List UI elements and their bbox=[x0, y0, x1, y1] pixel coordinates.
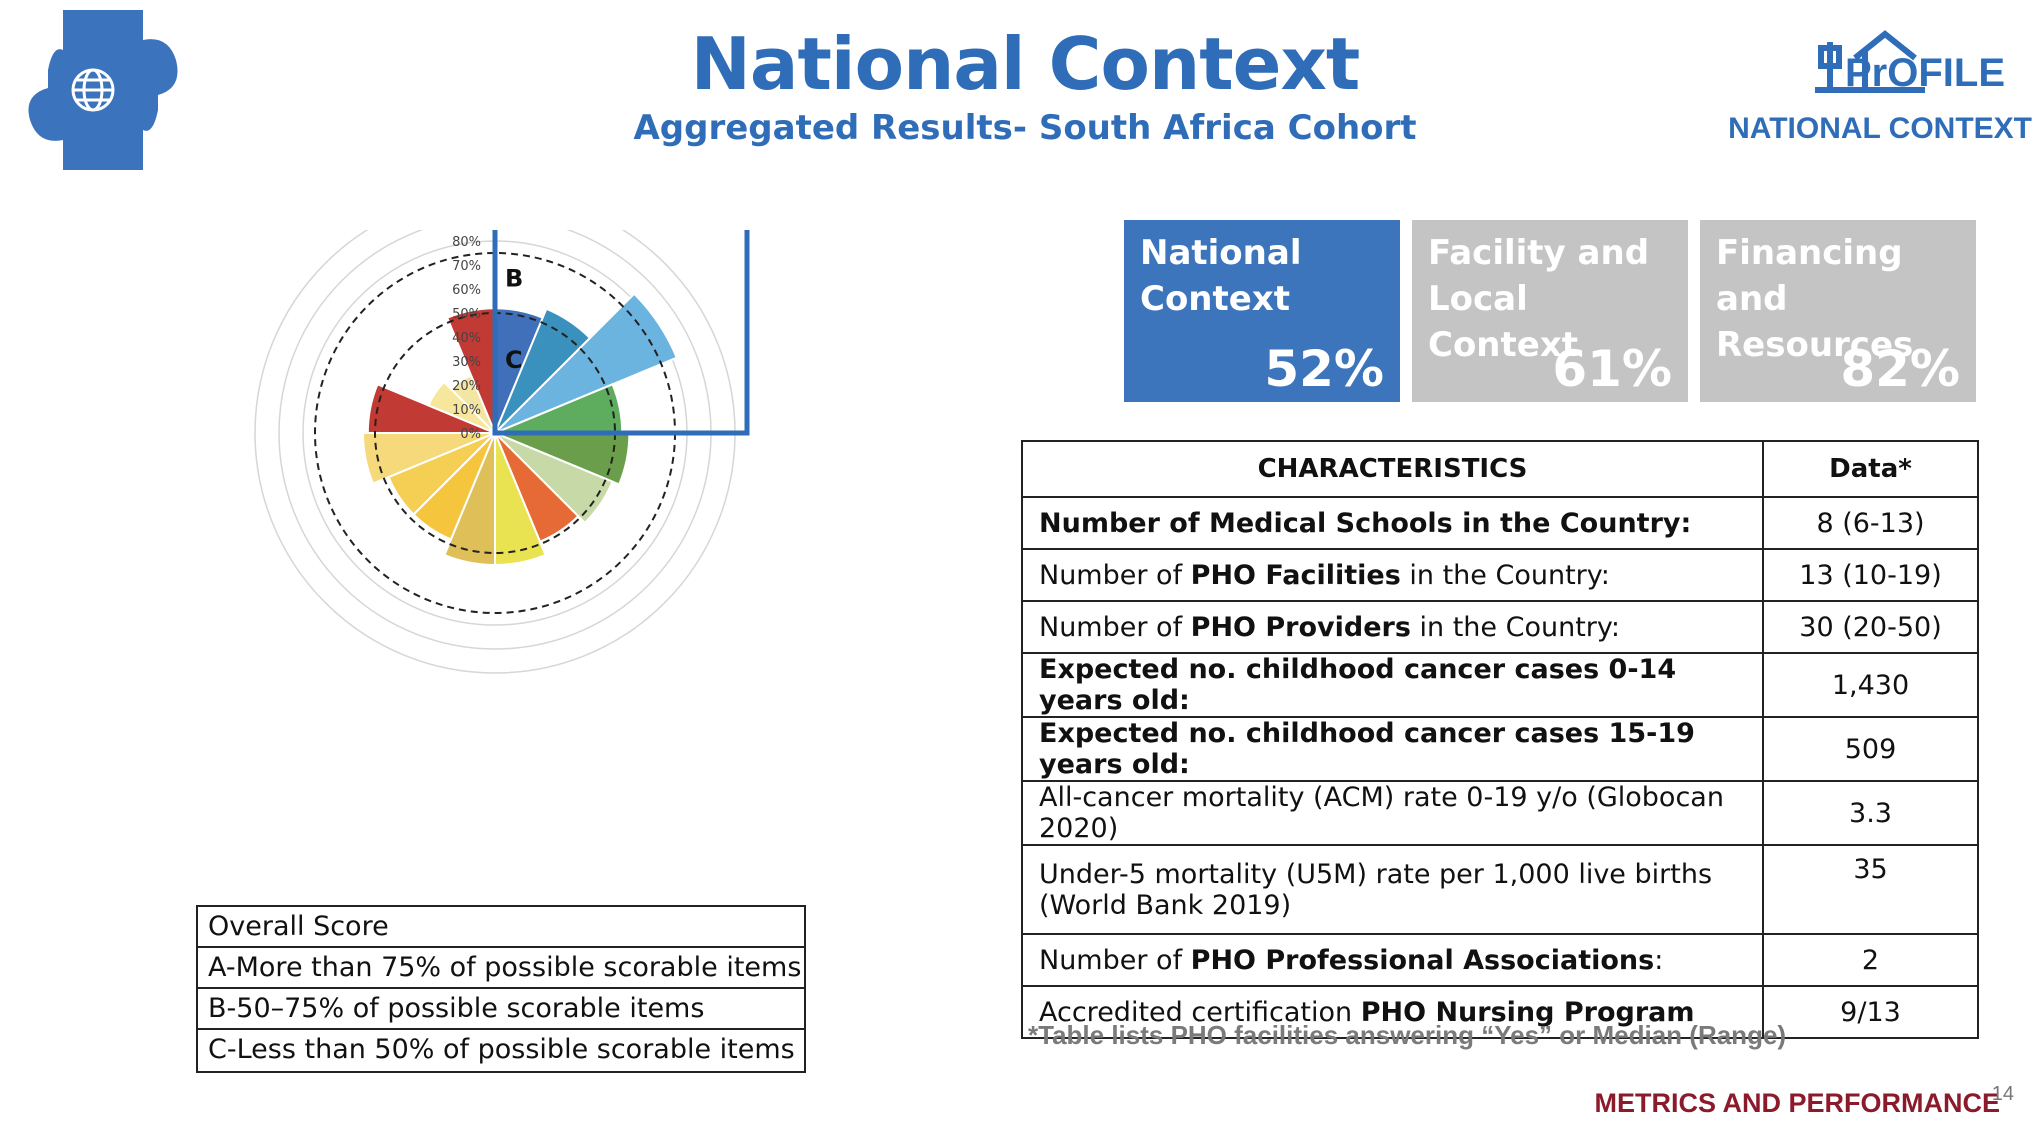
tick-label: 80% bbox=[452, 235, 481, 250]
page-number: 14 bbox=[1991, 1083, 2014, 1105]
footer-section-label: METRICS AND PERFORMANCE bbox=[1594, 1088, 2000, 1118]
characteristic-text: in the Country: bbox=[1452, 507, 1692, 539]
globe-icon bbox=[71, 68, 115, 112]
characteristic-cell: Number of Medical Schools in the Country… bbox=[1021, 496, 1764, 550]
legend-row-c: C-Less than 50% of possible scorable ite… bbox=[208, 1034, 795, 1065]
polar-area-chart: 0%10%20%30%40%50%60%70%80%90%100%ABC bbox=[254, 230, 750, 674]
card-percent: 61% bbox=[1552, 340, 1672, 398]
card-label: Financing and Resources bbox=[1716, 233, 1914, 365]
house-icon bbox=[1815, 30, 1925, 93]
characteristic-text: PHO Professional Associations bbox=[1190, 944, 1655, 976]
legend-row-b: B-50–75% of possible scorable items bbox=[198, 989, 804, 1030]
characteristic-text: : bbox=[1654, 944, 1664, 976]
characteristics-table: CHARACTERISTICS Data* Number of Medical … bbox=[1021, 440, 1979, 1039]
tick-label: 10% bbox=[452, 403, 481, 418]
legend-row-overall: Overall Score bbox=[198, 907, 804, 948]
segment-s14 bbox=[427, 380, 496, 434]
card-national-context[interactable]: National Context 52% bbox=[1124, 220, 1400, 402]
characteristic-text: Expected no. childhood cancer cases 0-14… bbox=[1039, 654, 1677, 716]
data-cell: 8 (6-13) bbox=[1762, 496, 1979, 550]
characteristic-cell: Number of PHO Providers in the Country: bbox=[1021, 600, 1764, 654]
characteristic-cell: Number of PHO Professional Associations: bbox=[1021, 933, 1764, 987]
characteristic-text: Accredited certification bbox=[1039, 996, 1361, 1028]
page-title: National Context bbox=[690, 22, 1361, 106]
score-legend: Overall Score A-More than 75% of possibl… bbox=[196, 905, 806, 1073]
segment-s3 bbox=[494, 292, 679, 434]
segment-s12 bbox=[361, 432, 496, 485]
card-financing-resources[interactable]: Financing and Resources 82% bbox=[1700, 220, 1976, 402]
card-facility-local-context[interactable]: Facility and Local Context 61% bbox=[1412, 220, 1688, 402]
tick-label: 30% bbox=[452, 355, 481, 370]
table-row: Number of PHO Professional Associations:… bbox=[1021, 933, 1979, 987]
characteristic-cell: Accredited certification PHO Nursing Pro… bbox=[1021, 985, 1764, 1039]
card-label: National Context bbox=[1140, 233, 1302, 319]
profile-logo: PrOFILE bbox=[1815, 30, 2005, 95]
table-header-row: CHARACTERISTICS Data* bbox=[1021, 440, 1979, 498]
table-row: All-cancer mortality (ACM) rate 0-19 y/o… bbox=[1021, 780, 1979, 846]
tick-label: 40% bbox=[452, 331, 481, 346]
characteristic-cell: Expected no. childhood cancer cases 0-14… bbox=[1021, 652, 1764, 718]
data-cell: 9/13 bbox=[1762, 985, 1979, 1039]
characteristic-text: Expected no. childhood cancer cases 15-1… bbox=[1039, 718, 1695, 780]
table-row: Number of Medical Schools in the Country… bbox=[1021, 496, 1979, 550]
card-percent: 52% bbox=[1264, 340, 1384, 398]
characteristic-cell: Under-5 mortality (U5M) rate per 1,000 l… bbox=[1021, 844, 1764, 935]
tick-label: 50% bbox=[452, 307, 481, 322]
table-footnote: *Table lists PHO facilities answering “Y… bbox=[1028, 1020, 1787, 1050]
table-row: Accredited certification PHO Nursing Pro… bbox=[1021, 985, 1979, 1039]
highlight-box bbox=[492, 230, 750, 436]
tick-label: 70% bbox=[452, 259, 481, 274]
characteristic-text: Number of bbox=[1039, 611, 1191, 643]
data-cell: 509 bbox=[1762, 716, 1979, 782]
characteristic-cell: Expected no. childhood cancer cases 15-1… bbox=[1021, 716, 1764, 782]
table-row: Expected no. childhood cancer cases 15-1… bbox=[1021, 716, 1979, 782]
characteristic-cell: All-cancer mortality (ACM) rate 0-19 y/o… bbox=[1021, 780, 1764, 846]
legend-row-a: A-More than 75% of possible scorable ite… bbox=[198, 948, 804, 989]
logo-section-label: NATIONAL CONTEXT bbox=[1728, 112, 2032, 145]
characteristic-text: PHO Facilities bbox=[1190, 559, 1401, 591]
characteristic-text: Under-5 mortality (U5M) rate per 1,000 l… bbox=[1039, 858, 1713, 921]
logo-wordmark: PrOFILE bbox=[1845, 51, 2005, 95]
puzzle-badge bbox=[28, 10, 178, 170]
data-cell: 30 (20-50) bbox=[1762, 600, 1979, 654]
zone-label-c: C bbox=[505, 346, 523, 374]
characteristic-text: Number of bbox=[1039, 944, 1191, 976]
card-label: Facility and Local Context bbox=[1428, 233, 1650, 365]
header-data: Data* bbox=[1762, 440, 1979, 498]
data-cell: 2 bbox=[1762, 933, 1979, 987]
characteristic-text: in the Country: bbox=[1410, 611, 1621, 643]
zone-label-b: B bbox=[505, 265, 523, 293]
characteristic-text: PHO Nursing Program bbox=[1360, 996, 1695, 1028]
table-row: Number of PHO Providers in the Country: 3… bbox=[1021, 600, 1979, 654]
data-cell: 13 (10-19) bbox=[1762, 548, 1979, 602]
characteristic-text: Number of Medical Schools bbox=[1039, 507, 1453, 539]
segment-s6 bbox=[494, 432, 614, 525]
characteristic-text: PHO Providers bbox=[1190, 611, 1411, 643]
page-subtitle: Aggregated Results- South Africa Cohort bbox=[633, 108, 1417, 148]
tick-label: 20% bbox=[452, 379, 481, 394]
tick-label: 0% bbox=[460, 427, 481, 442]
characteristic-cell: Number of PHO Facilities in the Country: bbox=[1021, 548, 1764, 602]
table-row: Under-5 mortality (U5M) rate per 1,000 l… bbox=[1021, 844, 1979, 935]
characteristic-text: All-cancer mortality (ACM) rate 0-19 y/o… bbox=[1039, 782, 1724, 844]
data-cell: 3.3 bbox=[1762, 780, 1979, 846]
characteristic-text: in the Country: bbox=[1400, 559, 1610, 591]
characteristic-text: Number of bbox=[1039, 559, 1191, 591]
table-row: Number of PHO Facilities in the Country:… bbox=[1021, 548, 1979, 602]
card-percent: 82% bbox=[1840, 340, 1960, 398]
data-cell: 35 bbox=[1762, 844, 1979, 935]
table-row: Expected no. childhood cancer cases 0-14… bbox=[1021, 652, 1979, 718]
tick-label: 60% bbox=[452, 283, 481, 298]
header-characteristics: CHARACTERISTICS bbox=[1021, 440, 1764, 498]
data-cell: 1,430 bbox=[1762, 652, 1979, 718]
